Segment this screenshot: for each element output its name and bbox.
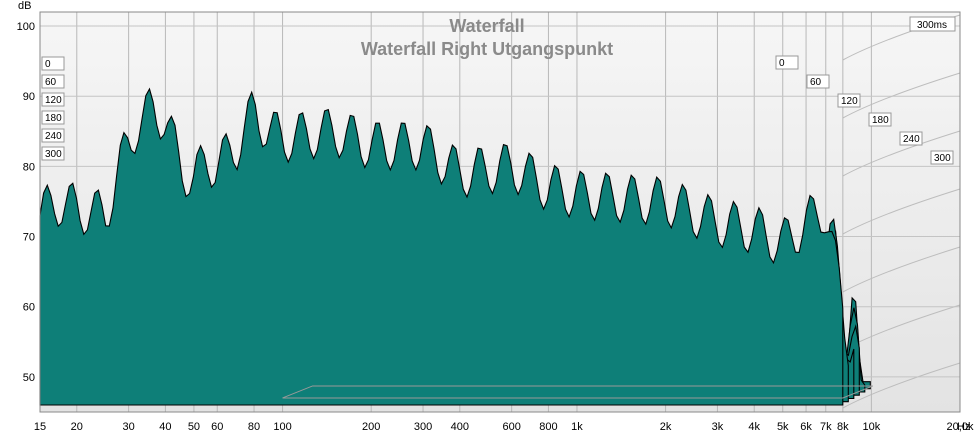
time-axis-box xyxy=(909,16,956,32)
x-tick-label: 30 xyxy=(122,421,134,433)
y-tick-label: 90 xyxy=(23,91,35,103)
time-slice-right-label: 120 xyxy=(841,96,858,107)
x-tick-label: 600 xyxy=(502,421,520,433)
perspective-line xyxy=(842,362,961,409)
time-slice-left-box xyxy=(41,74,65,89)
time-slice-left-label: 60 xyxy=(45,77,57,88)
time-slice-right-label: 60 xyxy=(810,77,822,88)
time-slice-right-box xyxy=(868,112,892,127)
perspective-line xyxy=(842,130,961,177)
waterfall-slice-0ms xyxy=(39,87,844,406)
time-slice-left-label: 0 xyxy=(45,59,51,70)
time-slice-right-label: 300 xyxy=(934,153,951,164)
y-tick-label: 60 xyxy=(23,302,35,314)
x-tick-label: 2k xyxy=(660,421,672,433)
time-slice-right-box xyxy=(775,55,799,70)
chart-subtitle: Waterfall Right Utgangspunkt xyxy=(361,39,613,59)
x-tick-label: 200 xyxy=(362,421,380,433)
time-slice-left-box xyxy=(41,56,65,71)
perspective-line xyxy=(842,188,961,235)
perspective-line xyxy=(842,246,961,293)
x-tick-label: 60 xyxy=(211,421,223,433)
time-slice-left-box xyxy=(41,128,65,143)
time-slice-right-label: 180 xyxy=(872,115,889,126)
time-slice-right-box xyxy=(930,150,954,165)
y-tick-label: 70 xyxy=(23,232,35,244)
time-slice-right-box xyxy=(899,131,923,146)
x-tick-label: 80 xyxy=(248,421,260,433)
time-axis-label: 300ms xyxy=(917,20,947,31)
x-tick-label: 50 xyxy=(188,421,200,433)
x-tick-label: 3k xyxy=(712,421,724,433)
time-slice-right-label: 0 xyxy=(779,58,785,69)
plot-frame xyxy=(39,11,961,413)
x-tick-label: 40 xyxy=(159,421,171,433)
y-tick-label: 100 xyxy=(17,21,35,33)
chart-title: Waterfall xyxy=(449,16,524,36)
time-slice-right-label: 240 xyxy=(903,134,920,145)
time-slice-left-box xyxy=(41,92,65,107)
y-axis-label: dB xyxy=(18,0,31,12)
y-tick-label: 50 xyxy=(23,372,35,384)
x-tick-label: 800 xyxy=(539,421,557,433)
x-tick-label: 4k xyxy=(748,421,760,433)
time-slice-right-box xyxy=(806,74,830,89)
x-tick-label: 300 xyxy=(414,421,432,433)
time-slice-left-label: 300 xyxy=(45,149,62,160)
y-tick-label: 80 xyxy=(23,161,35,173)
x-tick-label: 20 xyxy=(71,421,83,433)
x-tick-label: 1k xyxy=(571,421,583,433)
x-tick-label: 5k xyxy=(777,421,789,433)
x-tick-label: 15 xyxy=(34,421,46,433)
base-plane xyxy=(282,385,874,399)
x-tick-label: 10k xyxy=(863,421,881,433)
x-tick-label: 20,0k xyxy=(947,421,974,433)
time-slice-left-label: 120 xyxy=(45,95,62,106)
time-slice-left-label: 180 xyxy=(45,113,62,124)
time-slice-right-box xyxy=(837,93,861,108)
time-slice-left-box xyxy=(41,110,65,125)
x-tick-label: 6k xyxy=(800,421,812,433)
x-tick-label: 7k xyxy=(820,421,832,433)
perspective-line xyxy=(842,72,961,119)
x-tick-label: 100 xyxy=(273,421,291,433)
x-unit-label: Hz xyxy=(957,421,970,433)
x-tick-label: 8k xyxy=(837,421,849,433)
x-tick-label: 400 xyxy=(451,421,469,433)
time-slice-left-box xyxy=(41,146,65,161)
time-slice-left-label: 240 xyxy=(45,131,62,142)
